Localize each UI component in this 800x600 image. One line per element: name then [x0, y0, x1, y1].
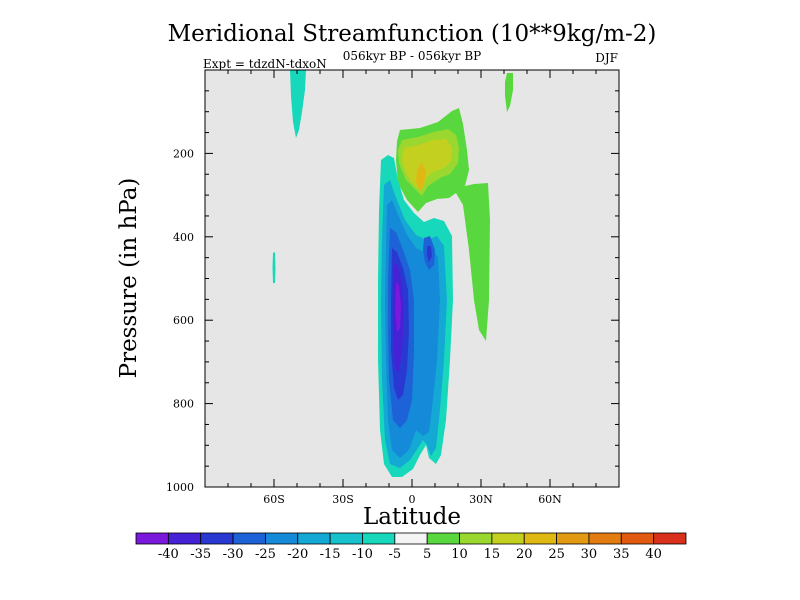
- colorbar-swatch: [232, 532, 266, 545]
- colorbar-label: 25: [548, 547, 565, 562]
- contour-pos-upper-15: [402, 139, 452, 190]
- colorbar-swatch: [620, 532, 655, 545]
- y-axis-label: Pressure (in hPa): [116, 178, 142, 379]
- tick-label-layer: 60S 30S 0 30N 60N 200 400 600 800 1000: [166, 147, 562, 506]
- tick-layer: [205, 70, 619, 488]
- contour-pos-patch-top: [505, 73, 513, 112]
- contour-neg-secondary-core: [427, 246, 432, 262]
- x-tick-label: 30N: [469, 493, 493, 506]
- colorbar-swatch: [588, 532, 622, 545]
- colorbar-swatch: [556, 532, 590, 545]
- colorbar-label: -15: [320, 547, 341, 562]
- colorbar-label: 5: [423, 547, 431, 562]
- colorbar-label: -25: [255, 547, 276, 562]
- contour-pos-upper-20: [416, 162, 426, 191]
- x-tick-label: 30S: [332, 493, 354, 506]
- colorbar-label: -40: [158, 547, 179, 562]
- colorbar-label: -20: [287, 547, 308, 562]
- colorbar-swatch: [459, 532, 493, 545]
- colorbar-label: 15: [484, 547, 501, 562]
- colorbar-label: -30: [223, 547, 244, 562]
- y-tick-label: 600: [173, 314, 194, 327]
- colorbar-swatch: [362, 532, 396, 545]
- colorbar-swatch: [297, 532, 331, 545]
- contour-layer: [272, 70, 513, 477]
- y-tick-label: 1000: [166, 481, 194, 494]
- colorbar-label: 30: [581, 547, 598, 562]
- x-tick-label: 0: [409, 493, 416, 506]
- colorbar-swatch: [491, 532, 525, 545]
- contour-neg-patch-top: [290, 70, 306, 138]
- subtitle-left: Expt = tdzdN-tdxoN: [203, 57, 327, 71]
- contour-neg-main-35: [395, 282, 401, 332]
- subtitle-center: 056kyr BP - 056kyr BP: [343, 49, 481, 63]
- x-tick-label: 60S: [263, 493, 285, 506]
- contour-neg-patch-small: [272, 252, 276, 283]
- colorbar-label: 40: [645, 547, 662, 562]
- y-tick-label: 800: [173, 398, 194, 411]
- colorbar-swatch: [523, 532, 557, 545]
- colorbar-label: -10: [352, 547, 373, 562]
- colorbar-swatch: [135, 532, 169, 545]
- colorbar-swatch: [653, 532, 687, 545]
- colorbar-swatch: [167, 532, 202, 545]
- colorbar-swatch: [329, 532, 363, 545]
- colorbar-swatch: [394, 532, 428, 545]
- colorbar-swatch: [426, 532, 460, 545]
- x-tick-label: 60N: [538, 493, 562, 506]
- colorbar-label: -5: [388, 547, 401, 562]
- colorbar-label: 20: [516, 547, 533, 562]
- colorbar-swatch: [265, 532, 299, 545]
- y-tick-label: 400: [173, 231, 194, 244]
- colorbar-label: -35: [190, 547, 211, 562]
- colorbar-label: 35: [613, 547, 630, 562]
- chart-title: Meridional Streamfunction (10**9kg/m-2): [168, 21, 657, 47]
- colorbar: -40 -35 -30 -25 -20 -15 -10 -5 5 10 15 20 25 30 35 40: [135, 532, 687, 562]
- colorbar-label: 10: [451, 547, 468, 562]
- y-tick-label: 200: [173, 147, 194, 160]
- colorbar-swatch: [200, 532, 234, 545]
- x-axis-label: Latitude: [363, 504, 461, 530]
- subtitle-right: DJF: [595, 51, 618, 65]
